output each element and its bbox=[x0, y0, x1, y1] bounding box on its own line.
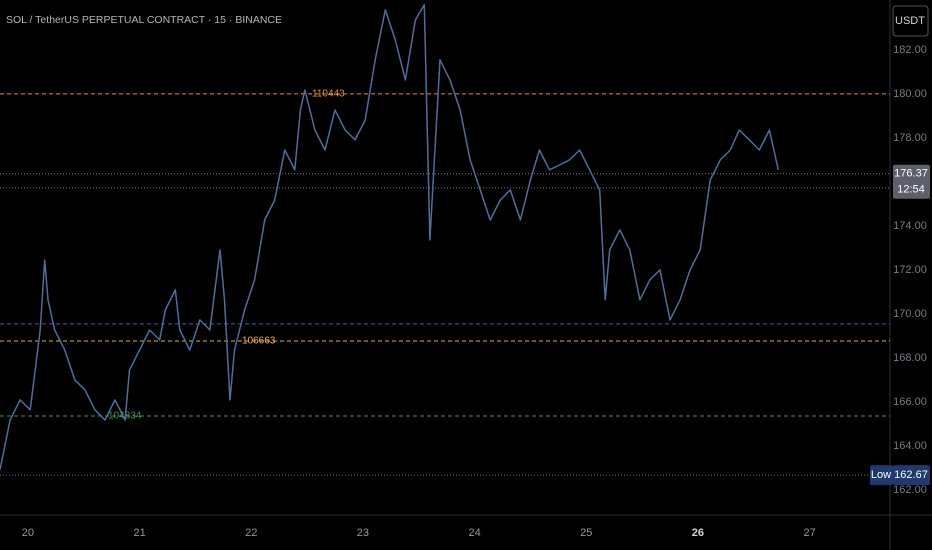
price-line bbox=[0, 4, 780, 471]
x-tick-label: 26 bbox=[692, 527, 704, 539]
x-tick-label: 24 bbox=[468, 527, 480, 539]
y-tick-label: 164.00 bbox=[893, 440, 927, 452]
low-tag-value: 162.67 bbox=[894, 469, 928, 481]
countdown-label: 12:54 bbox=[897, 184, 925, 196]
currency-box[interactable] bbox=[892, 5, 929, 37]
low-tag-name: Low bbox=[871, 469, 891, 481]
y-tick-label: 170.00 bbox=[893, 308, 927, 320]
last-price-tag bbox=[893, 164, 930, 199]
level-label: 106663 bbox=[242, 336, 276, 347]
x-tick-label: 21 bbox=[133, 527, 145, 539]
currency: USDT bbox=[895, 15, 925, 27]
y-tick-label: 162.00 bbox=[893, 484, 927, 496]
y-tick-label: 168.00 bbox=[893, 352, 927, 364]
x-tick-label: 22 bbox=[245, 527, 257, 539]
y-tick-label: 180.00 bbox=[893, 88, 927, 100]
last-price-label: 176.37 bbox=[894, 168, 928, 180]
x-tick-label: 25 bbox=[580, 527, 592, 539]
x-tick-label: 23 bbox=[357, 527, 369, 539]
y-tick-label: 174.00 bbox=[893, 220, 927, 232]
y-tick-label: 166.00 bbox=[893, 396, 927, 408]
y-tick-label: 172.00 bbox=[893, 264, 927, 276]
low-tag-name-box bbox=[870, 465, 893, 486]
y-tick-label: 178.00 bbox=[893, 132, 927, 144]
low-tag-box bbox=[893, 465, 930, 486]
level-label: 110443 bbox=[312, 89, 345, 100]
chart-title: SOL / TetherUS PERPETUAL CONTRACT · 15 ·… bbox=[6, 14, 282, 26]
y-tick-label: 182.00 bbox=[893, 44, 927, 56]
x-tick-label: 27 bbox=[803, 527, 815, 539]
x-tick-label: 20 bbox=[22, 527, 34, 539]
